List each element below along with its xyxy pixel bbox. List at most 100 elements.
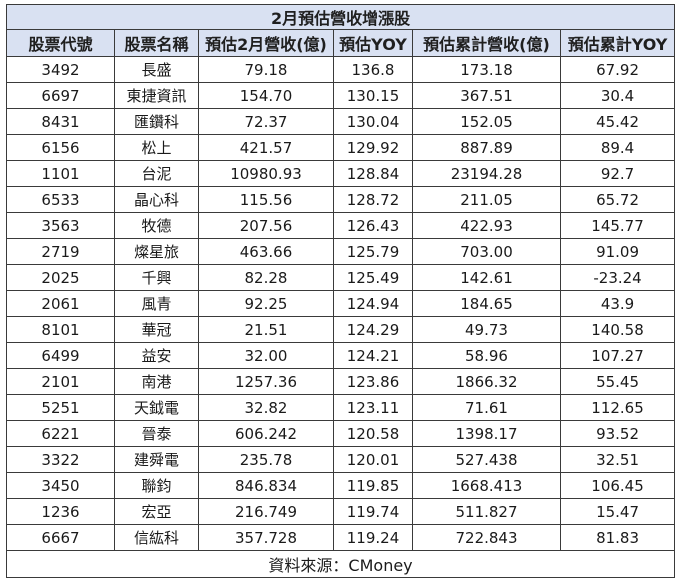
cell-est-cumulative-revenue[interactable]: 211.05: [412, 186, 561, 213]
cell-stock-name[interactable]: 風青: [114, 290, 199, 317]
cell-est-cumulative-yoy[interactable]: 30.4: [559, 82, 676, 109]
cell-est-cumulative-yoy[interactable]: 107.27: [559, 342, 676, 369]
cell-est-yoy[interactable]: 119.85: [333, 472, 413, 499]
cell-stock-code[interactable]: 6697: [6, 82, 115, 109]
cell-est-cumulative-revenue[interactable]: 511.827: [412, 498, 561, 525]
cell-stock-name[interactable]: 華冠: [114, 316, 199, 343]
cell-est-cumulative-yoy[interactable]: 55.45: [559, 368, 676, 395]
header-est-feb-revenue[interactable]: 預估2月營收(億): [198, 29, 334, 57]
cell-stock-code[interactable]: 1101: [6, 160, 115, 187]
cell-est-cumulative-revenue[interactable]: 58.96: [412, 342, 561, 369]
cell-est-feb-revenue[interactable]: 115.56: [198, 186, 334, 213]
cell-est-cumulative-yoy[interactable]: 65.72: [559, 186, 676, 213]
cell-est-cumulative-yoy[interactable]: 81.83: [559, 524, 676, 551]
header-stock-code[interactable]: 股票代號: [6, 29, 115, 57]
cell-stock-code[interactable]: 6667: [6, 524, 115, 551]
cell-est-yoy[interactable]: 125.49: [333, 264, 413, 291]
cell-stock-code[interactable]: 6221: [6, 420, 115, 447]
cell-stock-name[interactable]: 千興: [114, 264, 199, 291]
cell-est-cumulative-revenue[interactable]: 527.438: [412, 446, 561, 473]
cell-est-feb-revenue[interactable]: 154.70: [198, 82, 334, 109]
cell-est-cumulative-yoy[interactable]: 43.9: [559, 290, 676, 317]
cell-stock-code[interactable]: 8431: [6, 108, 115, 135]
cell-est-cumulative-yoy[interactable]: 67.92: [559, 56, 676, 83]
header-est-yoy[interactable]: 預估YOY: [333, 29, 413, 57]
cell-est-yoy[interactable]: 123.86: [333, 368, 413, 395]
header-stock-name[interactable]: 股票名稱: [114, 29, 199, 57]
cell-est-yoy[interactable]: 136.8: [333, 56, 413, 83]
cell-stock-name[interactable]: 燦星旅: [114, 238, 199, 265]
cell-stock-code[interactable]: 8101: [6, 316, 115, 343]
cell-stock-code[interactable]: 3492: [6, 56, 115, 83]
cell-est-cumulative-yoy[interactable]: 145.77: [559, 212, 676, 239]
cell-est-yoy[interactable]: 125.79: [333, 238, 413, 265]
cell-est-feb-revenue[interactable]: 32.82: [198, 394, 334, 421]
cell-est-cumulative-revenue[interactable]: 142.61: [412, 264, 561, 291]
cell-stock-name[interactable]: 晶心科: [114, 186, 199, 213]
cell-est-yoy[interactable]: 128.84: [333, 160, 413, 187]
cell-est-cumulative-yoy[interactable]: -23.24: [559, 264, 676, 291]
cell-stock-code[interactable]: 2101: [6, 368, 115, 395]
cell-est-cumulative-revenue[interactable]: 152.05: [412, 108, 561, 135]
cell-est-yoy[interactable]: 128.72: [333, 186, 413, 213]
cell-est-cumulative-revenue[interactable]: 71.61: [412, 394, 561, 421]
cell-est-cumulative-revenue[interactable]: 1668.413: [412, 472, 561, 499]
cell-est-cumulative-revenue[interactable]: 703.00: [412, 238, 561, 265]
cell-stock-name[interactable]: 建舜電: [114, 446, 199, 473]
cell-est-yoy[interactable]: 124.21: [333, 342, 413, 369]
cell-est-yoy[interactable]: 129.92: [333, 134, 413, 161]
cell-est-cumulative-revenue[interactable]: 1398.17: [412, 420, 561, 447]
cell-stock-code[interactable]: 2061: [6, 290, 115, 317]
cell-est-feb-revenue[interactable]: 82.28: [198, 264, 334, 291]
cell-est-yoy[interactable]: 130.15: [333, 82, 413, 109]
cell-stock-code[interactable]: 3563: [6, 212, 115, 239]
cell-est-feb-revenue[interactable]: 235.78: [198, 446, 334, 473]
cell-est-cumulative-yoy[interactable]: 92.7: [559, 160, 676, 187]
cell-est-yoy[interactable]: 120.58: [333, 420, 413, 447]
cell-est-cumulative-yoy[interactable]: 91.09: [559, 238, 676, 265]
cell-stock-name[interactable]: 松上: [114, 134, 199, 161]
cell-est-feb-revenue[interactable]: 421.57: [198, 134, 334, 161]
cell-est-yoy[interactable]: 119.74: [333, 498, 413, 525]
cell-est-feb-revenue[interactable]: 357.728: [198, 524, 334, 551]
cell-est-cumulative-revenue[interactable]: 422.93: [412, 212, 561, 239]
cell-stock-code[interactable]: 6156: [6, 134, 115, 161]
cell-stock-code[interactable]: 6533: [6, 186, 115, 213]
cell-est-feb-revenue[interactable]: 21.51: [198, 316, 334, 343]
cell-est-feb-revenue[interactable]: 463.66: [198, 238, 334, 265]
cell-est-cumulative-revenue[interactable]: 23194.28: [412, 160, 561, 187]
cell-est-cumulative-yoy[interactable]: 93.52: [559, 420, 676, 447]
header-est-cumulative-revenue[interactable]: 預估累計營收(億): [412, 29, 561, 57]
cell-est-cumulative-revenue[interactable]: 722.843: [412, 524, 561, 551]
cell-stock-name[interactable]: 宏亞: [114, 498, 199, 525]
cell-stock-code[interactable]: 3322: [6, 446, 115, 473]
cell-est-feb-revenue[interactable]: 72.37: [198, 108, 334, 135]
cell-est-feb-revenue[interactable]: 79.18: [198, 56, 334, 83]
cell-stock-code[interactable]: 1236: [6, 498, 115, 525]
cell-est-cumulative-yoy[interactable]: 140.58: [559, 316, 676, 343]
cell-est-cumulative-yoy[interactable]: 32.51: [559, 446, 676, 473]
cell-est-feb-revenue[interactable]: 1257.36: [198, 368, 334, 395]
cell-stock-name[interactable]: 益安: [114, 342, 199, 369]
cell-est-cumulative-revenue[interactable]: 887.89: [412, 134, 561, 161]
cell-stock-name[interactable]: 長盛: [114, 56, 199, 83]
cell-stock-name[interactable]: 聯鈞: [114, 472, 199, 499]
cell-est-feb-revenue[interactable]: 606.242: [198, 420, 334, 447]
cell-est-feb-revenue[interactable]: 846.834: [198, 472, 334, 499]
cell-stock-code[interactable]: 3450: [6, 472, 115, 499]
cell-est-cumulative-yoy[interactable]: 112.65: [559, 394, 676, 421]
cell-stock-code[interactable]: 5251: [6, 394, 115, 421]
cell-est-cumulative-yoy[interactable]: 106.45: [559, 472, 676, 499]
cell-est-feb-revenue[interactable]: 207.56: [198, 212, 334, 239]
cell-est-yoy[interactable]: 123.11: [333, 394, 413, 421]
cell-est-cumulative-yoy[interactable]: 89.4: [559, 134, 676, 161]
cell-est-cumulative-revenue[interactable]: 49.73: [412, 316, 561, 343]
header-est-cumulative-yoy[interactable]: 預估累計YOY: [559, 29, 676, 57]
cell-est-feb-revenue[interactable]: 32.00: [198, 342, 334, 369]
cell-stock-name[interactable]: 台泥: [114, 160, 199, 187]
cell-est-cumulative-yoy[interactable]: 15.47: [559, 498, 676, 525]
cell-stock-name[interactable]: 信紘科: [114, 524, 199, 551]
cell-est-cumulative-revenue[interactable]: 184.65: [412, 290, 561, 317]
cell-stock-name[interactable]: 南港: [114, 368, 199, 395]
cell-stock-name[interactable]: 天鉞電: [114, 394, 199, 421]
